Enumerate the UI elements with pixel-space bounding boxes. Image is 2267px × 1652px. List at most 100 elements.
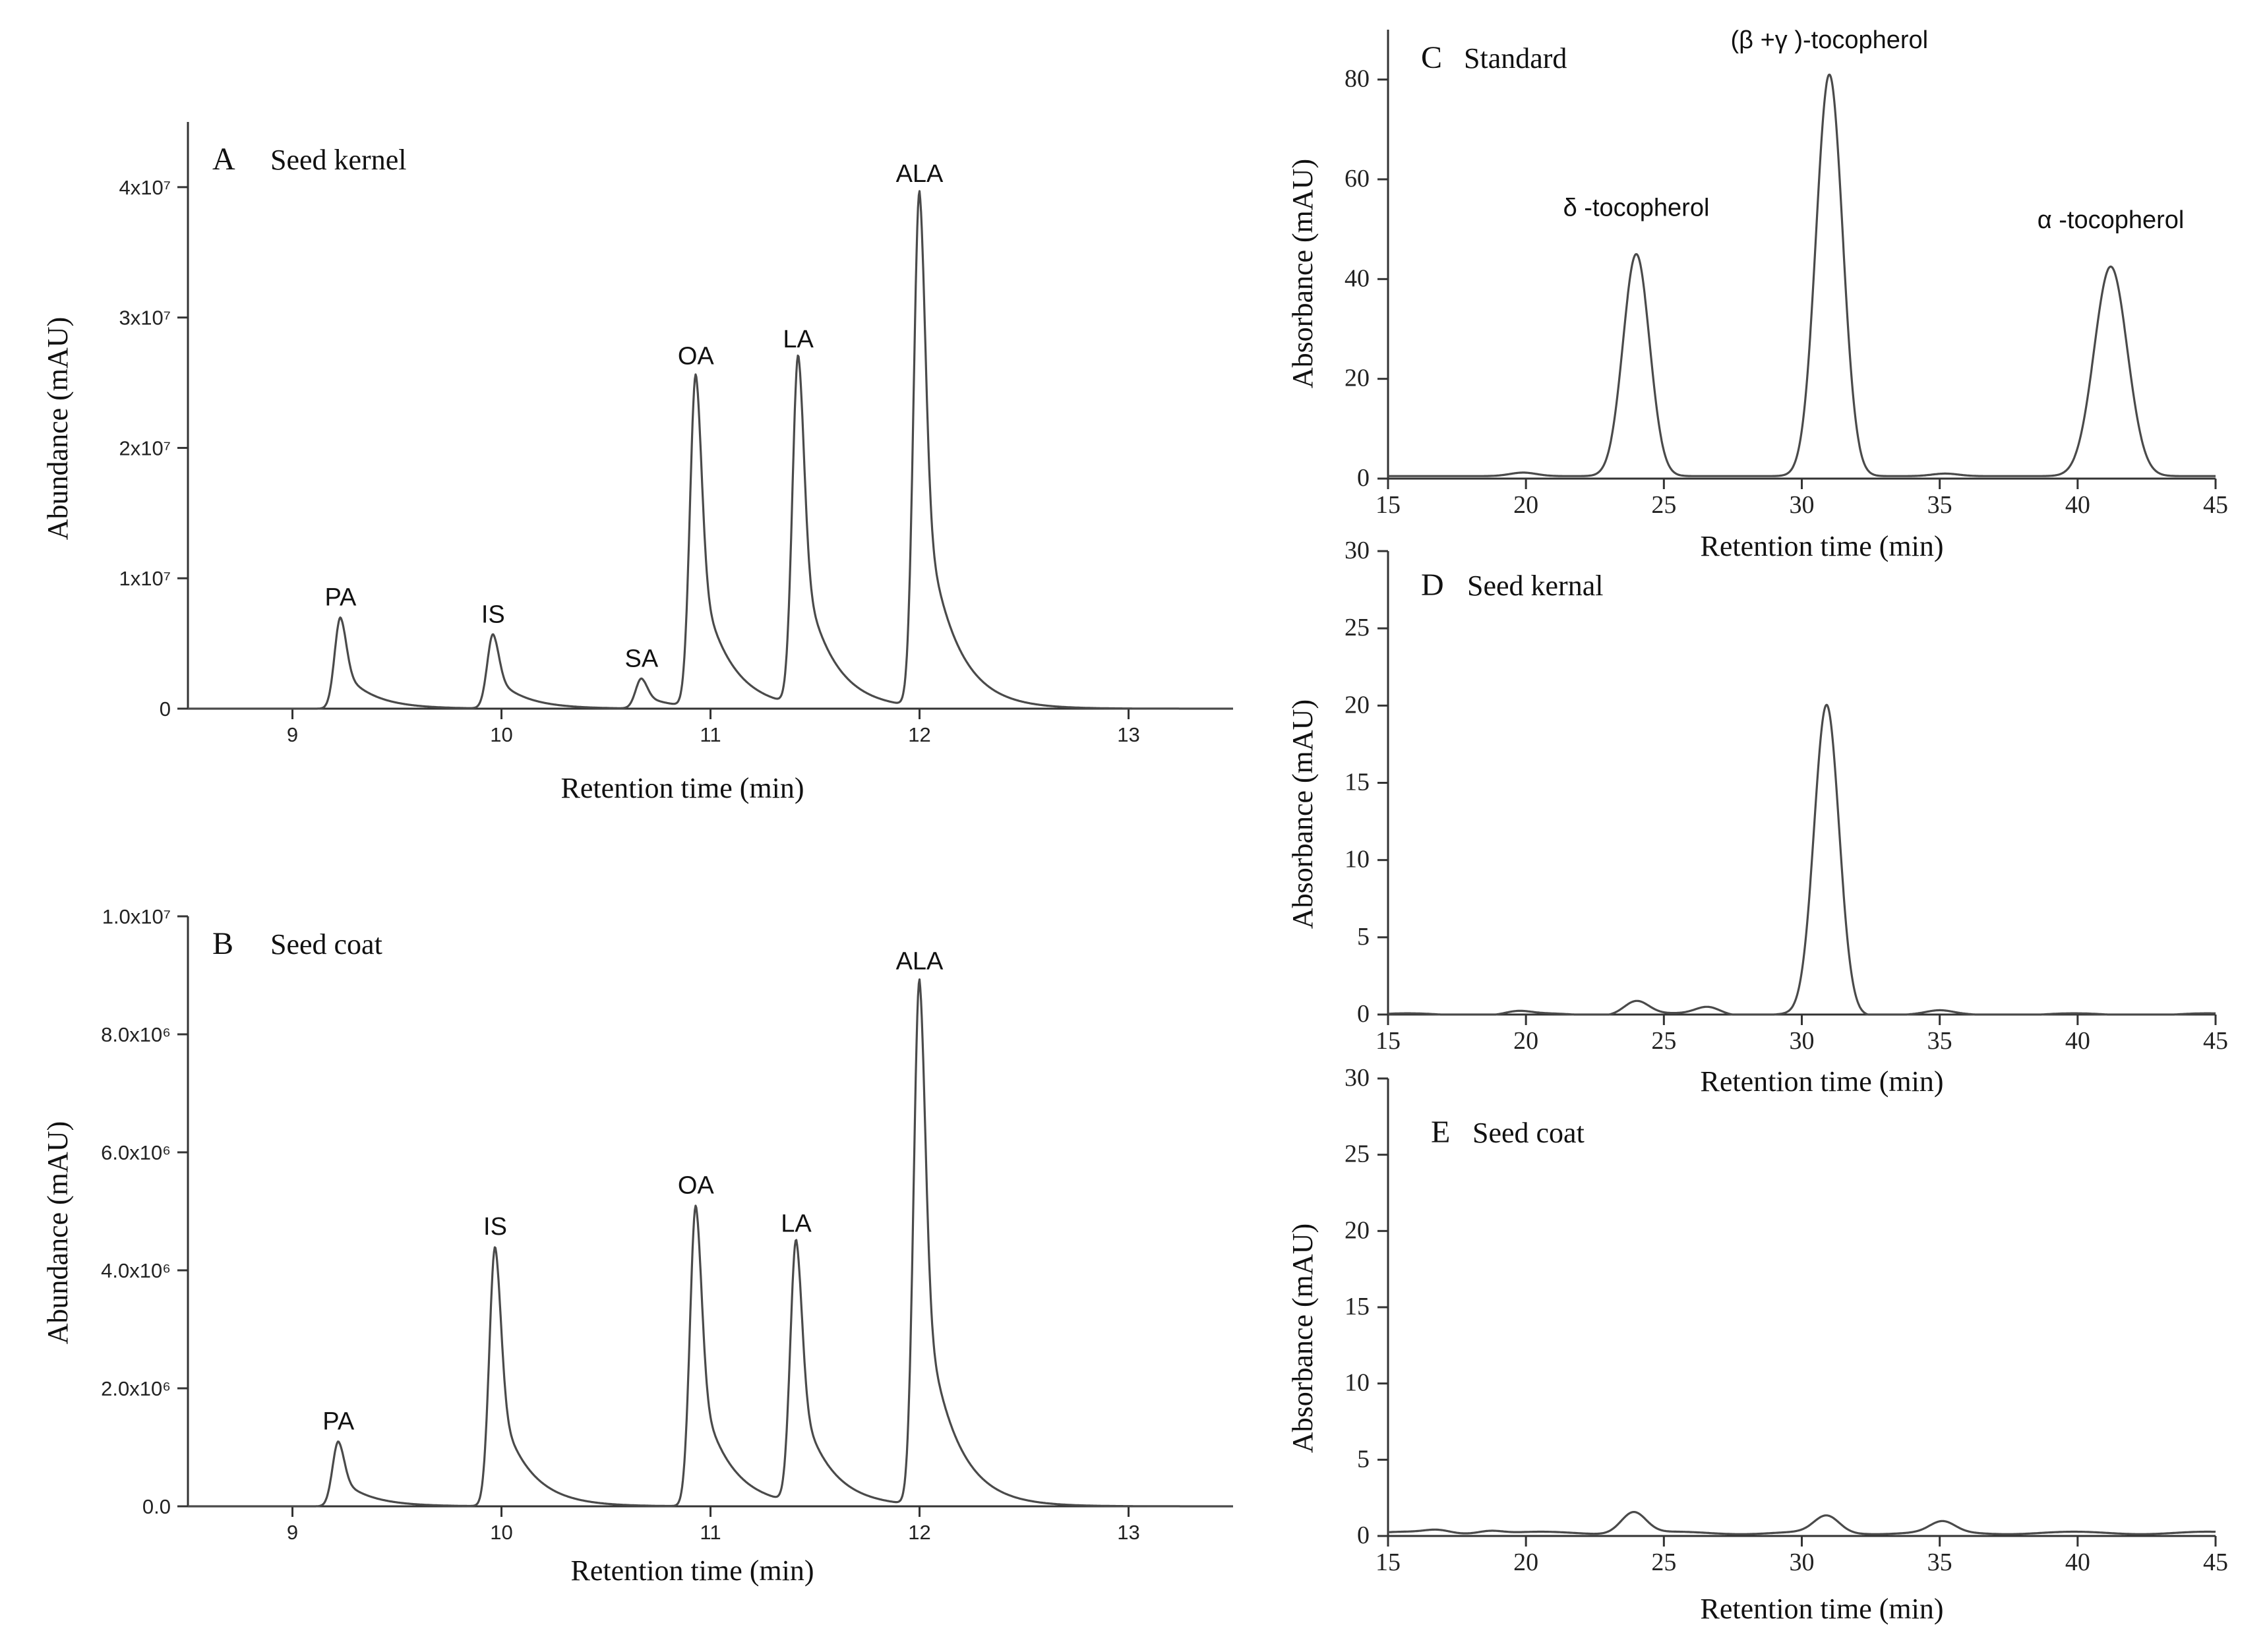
- x-tick-label: 9: [287, 1521, 298, 1544]
- y-axis-title: Absorbance (mAU): [1286, 159, 1319, 388]
- peak-label: SA: [625, 645, 659, 673]
- x-tick-label: 20: [1513, 1549, 1538, 1576]
- x-tick-label: 9: [287, 723, 298, 746]
- x-tick-label: 11: [700, 723, 721, 746]
- x-tick-label: 13: [1117, 1521, 1139, 1544]
- x-axis-title: Retention time (min): [1700, 1593, 1943, 1625]
- peak-label: OA: [678, 343, 715, 370]
- x-tick-label: 40: [2065, 1549, 2090, 1576]
- y-tick-label: 10: [1345, 1369, 1370, 1397]
- panel-title: Seed coat: [1472, 1117, 1585, 1149]
- panel-title: Seed kernal: [1467, 570, 1603, 602]
- x-tick-label: 15: [1375, 1549, 1401, 1576]
- y-tick-label: 8.0x10⁶: [101, 1023, 171, 1046]
- panel-title: Standard: [1464, 42, 1567, 74]
- x-tick-label: 35: [1927, 1549, 1952, 1576]
- y-tick-label: 15: [1345, 769, 1370, 796]
- x-tick-label: 12: [908, 1521, 930, 1544]
- x-tick-label: 30: [1790, 491, 1815, 519]
- y-tick-label: 3x10⁷: [119, 307, 171, 330]
- y-tick-label: 1x10⁷: [119, 567, 171, 590]
- x-tick-label: 25: [1651, 1549, 1676, 1576]
- y-tick-label: 4x10⁷: [119, 176, 171, 199]
- y-tick-label: 0: [1357, 1000, 1370, 1028]
- peak-label: PA: [324, 584, 357, 612]
- x-axis-title: Retention time (min): [1700, 530, 1943, 562]
- y-axis-title: Abundance (mAU): [42, 1121, 74, 1344]
- x-tick-label: 10: [490, 723, 512, 746]
- peak-label: δ -tocopherol: [1563, 194, 1710, 221]
- y-axis-title: Absorbance (mAU): [1286, 1224, 1319, 1453]
- y-tick-label: 20: [1345, 365, 1370, 392]
- panel-d-seed-kernal: D Seed kernal Retention time (min) Absor…: [1286, 537, 2228, 1098]
- y-tick-label: 0: [1357, 464, 1370, 492]
- y-tick-label: 10: [1345, 846, 1370, 873]
- panel-title: Seed coat: [270, 928, 382, 960]
- peak-label: ALA: [896, 947, 944, 975]
- y-tick-label: 4.0x10⁶: [101, 1259, 171, 1282]
- y-tick-label: 1.0x10⁷: [102, 905, 171, 928]
- peak-label: LA: [783, 326, 814, 353]
- x-axis-title: Retention time (min): [560, 772, 804, 804]
- x-tick-label: 12: [908, 723, 930, 746]
- y-tick-label: 15: [1345, 1293, 1370, 1320]
- panel-letter: B: [212, 926, 233, 961]
- x-tick-label: 30: [1790, 1027, 1815, 1055]
- chromatogram-trace: [187, 978, 1234, 1508]
- x-tick-label: 35: [1927, 1027, 1952, 1055]
- panel-letter: E: [1431, 1115, 1450, 1150]
- y-tick-label: 30: [1345, 1064, 1370, 1092]
- x-tick-label: 20: [1513, 491, 1538, 519]
- y-tick-label: 60: [1345, 165, 1370, 192]
- panel-c-standard: C Standard Retention time (min) Absorban…: [1286, 26, 2228, 562]
- peak-label: OA: [678, 1172, 715, 1200]
- y-tick-label: 30: [1345, 537, 1370, 564]
- x-tick-label: 10: [490, 1521, 512, 1544]
- panel-a-seed-kernel: A Seed kernel Retention time (min) Abund…: [42, 122, 1234, 804]
- y-tick-label: 6.0x10⁶: [101, 1141, 171, 1164]
- peak-label: ALA: [896, 160, 944, 188]
- y-tick-label: 0: [160, 697, 171, 721]
- peak-label: IS: [483, 1213, 507, 1241]
- peak-label: IS: [481, 601, 505, 628]
- x-tick-label: 15: [1375, 491, 1401, 519]
- x-tick-label: 25: [1651, 1027, 1676, 1055]
- chromatogram-trace: [1387, 1511, 2216, 1535]
- y-axis-title: Abundance (mAU): [42, 317, 74, 540]
- x-tick-label: 45: [2203, 1549, 2228, 1576]
- x-tick-label: 45: [2203, 1027, 2228, 1055]
- x-tick-label: 20: [1513, 1027, 1538, 1055]
- y-tick-label: 80: [1345, 65, 1370, 93]
- y-tick-label: 25: [1345, 1140, 1370, 1168]
- x-tick-label: 35: [1927, 491, 1952, 519]
- chromatogram-trace: [1387, 73, 2216, 477]
- chromatogram-trace: [187, 190, 1234, 710]
- y-tick-label: 40: [1345, 264, 1370, 292]
- y-tick-label: 5: [1357, 1445, 1370, 1473]
- y-tick-label: 20: [1345, 1216, 1370, 1244]
- y-tick-label: 0.0: [142, 1495, 171, 1518]
- y-tick-label: 5: [1357, 923, 1370, 951]
- x-tick-label: 11: [700, 1521, 721, 1544]
- x-tick-label: 30: [1790, 1549, 1815, 1576]
- peak-label: LA: [781, 1210, 812, 1238]
- panel-letter: D: [1421, 568, 1444, 603]
- panel-b-seed-coat: B Seed coat Retention time (min) Abundan…: [42, 905, 1234, 1587]
- y-tick-label: 25: [1345, 614, 1370, 641]
- x-tick-label: 40: [2065, 491, 2090, 519]
- y-tick-label: 2x10⁷: [119, 436, 171, 459]
- panel-title: Seed kernel: [270, 144, 406, 176]
- y-tick-label: 2.0x10⁶: [101, 1377, 171, 1400]
- panel-e-seed-coat: E Seed coat Retention time (min) Absorba…: [1286, 1064, 2228, 1625]
- x-tick-label: 25: [1651, 491, 1676, 519]
- x-tick-label: 40: [2065, 1027, 2090, 1055]
- peak-label: α -tocopherol: [2038, 206, 2185, 234]
- x-tick-label: 45: [2203, 491, 2228, 519]
- chromatogram-trace: [1387, 703, 2216, 1016]
- peak-label: (β +γ )-tocopherol: [1731, 26, 1929, 54]
- x-axis-title: Retention time (min): [1700, 1065, 1943, 1098]
- y-axis-title: Absorbance (mAU): [1286, 699, 1319, 929]
- panel-letter: A: [212, 142, 235, 177]
- y-tick-label: 20: [1345, 691, 1370, 719]
